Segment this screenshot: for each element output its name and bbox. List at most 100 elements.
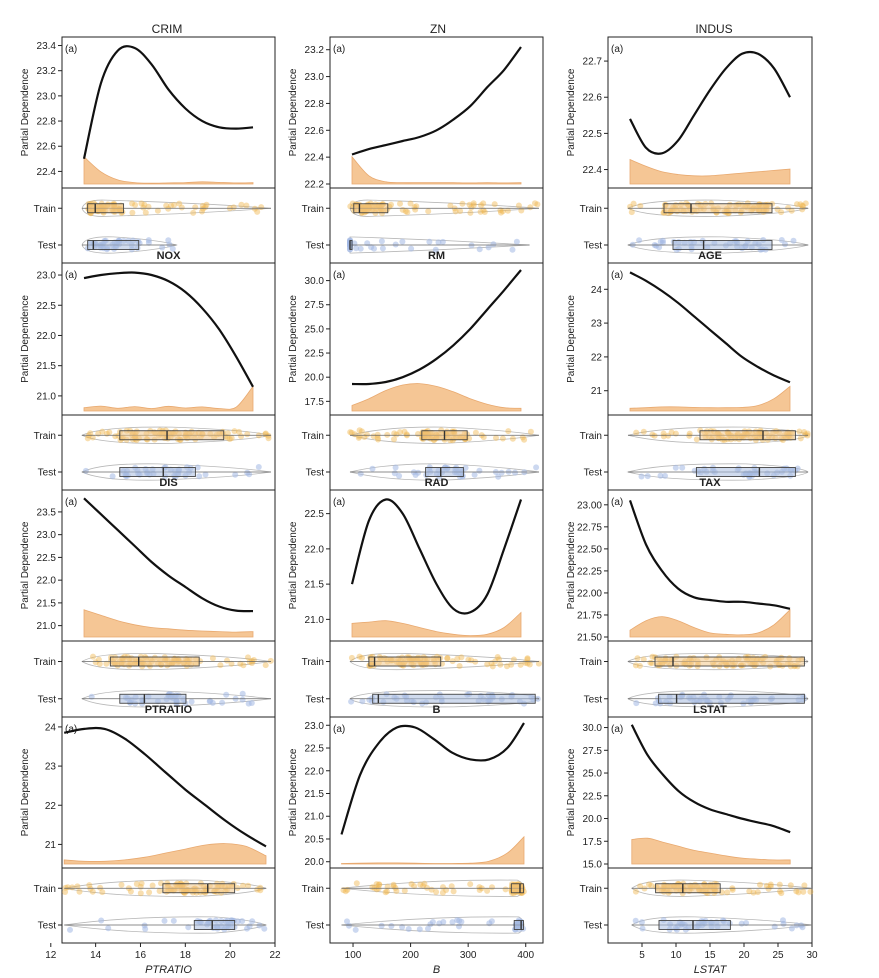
train-point — [466, 201, 473, 208]
x-tick-label: 25 — [772, 950, 784, 961]
test-point — [743, 920, 750, 926]
train-label: Train — [580, 884, 602, 895]
test-point — [98, 917, 105, 924]
test-point — [432, 246, 439, 253]
next-feature-title: PTRATIO — [145, 704, 193, 716]
train-point — [499, 435, 506, 442]
train-point — [649, 653, 656, 660]
y-tick-label: 23.0 — [37, 271, 57, 282]
train-point — [393, 431, 400, 438]
train-point — [64, 884, 71, 891]
x-tick-label: 300 — [460, 950, 477, 961]
pd-panel-frame — [607, 262, 813, 416]
y-tick-label: 22.4 — [583, 165, 603, 176]
train-point — [353, 880, 360, 887]
train-point — [231, 428, 238, 435]
train-point — [240, 882, 246, 889]
train-point — [390, 881, 397, 888]
y-tick-label: 23 — [591, 319, 603, 330]
train-point — [449, 658, 456, 665]
train-point — [237, 660, 244, 667]
y-tick-label: 21.5 — [305, 580, 325, 591]
test-point — [638, 473, 645, 480]
train-point — [142, 209, 149, 216]
train-point — [224, 430, 231, 437]
train-point — [87, 430, 94, 437]
test-point — [778, 237, 785, 243]
partial-dependence-curve — [83, 271, 254, 388]
test-point — [632, 917, 639, 924]
train-point — [498, 209, 504, 216]
train-label: Train — [34, 204, 56, 215]
train-point — [522, 659, 529, 666]
x-tick-label: 200 — [402, 950, 419, 961]
train-point — [524, 656, 531, 663]
test-point — [392, 241, 399, 248]
test-violin — [64, 916, 268, 934]
train-point — [651, 432, 658, 439]
train-point — [802, 200, 809, 207]
x-axis-label: B — [433, 964, 440, 976]
train-point — [401, 428, 408, 435]
panel-indus-5: 21 22 23 24 Partial Dependence (a) Train Test TA… — [566, 262, 813, 491]
y-tick-label: 23.0 — [305, 72, 325, 83]
y-tick-label: 22.25 — [577, 566, 602, 577]
train-point — [478, 202, 484, 209]
train-point — [767, 881, 774, 888]
train-point — [228, 435, 235, 441]
test-point — [109, 473, 116, 480]
train-point — [693, 436, 700, 443]
train-point — [347, 429, 354, 436]
train-point — [224, 657, 230, 664]
test-point — [256, 922, 263, 929]
train-point — [439, 889, 446, 896]
train-point — [510, 656, 517, 663]
train-point — [774, 206, 781, 213]
y-tick-label: 21.0 — [305, 615, 325, 626]
y-tick-label: 21.50 — [577, 633, 602, 644]
train-box — [87, 203, 125, 214]
train-point — [502, 886, 509, 893]
train-point — [96, 660, 103, 667]
test-point — [399, 238, 406, 245]
next-feature-title: AGE — [698, 250, 722, 262]
y-tick-label: 22.00 — [577, 588, 602, 599]
partial-dependence-curve — [351, 269, 522, 386]
test-point — [793, 922, 800, 929]
train-point — [203, 201, 210, 208]
train-point — [515, 202, 522, 209]
panel-zn-1: 22.2 22.4 22.6 22.8 23.0 23.2 Partial Dependen… — [288, 36, 544, 264]
train-point — [649, 431, 656, 438]
train-point — [399, 206, 406, 213]
train-point — [450, 888, 457, 895]
train-point — [112, 433, 119, 440]
panel-nox-3: 21.0 21.5 22.0 22.5 23.0 Partial Dependence (a… — [20, 262, 276, 491]
train-point — [355, 434, 362, 441]
test-label: Test — [306, 694, 325, 705]
box-panel-frame — [329, 867, 544, 944]
test-box — [87, 240, 140, 250]
test-point — [476, 246, 483, 253]
y-axis-label: Partial Dependence — [288, 68, 299, 156]
partial-dependence-curve — [630, 724, 791, 834]
test-point — [672, 464, 679, 471]
y-tick-label: 21.5 — [37, 361, 57, 372]
train-point — [190, 209, 197, 216]
y-tick-label: 20.0 — [305, 857, 325, 868]
train-point — [383, 888, 390, 895]
y-tick-label: 24 — [591, 285, 603, 296]
test-point — [344, 918, 350, 925]
train-point — [138, 200, 145, 207]
train-point — [240, 662, 247, 669]
x-tick-label: 15 — [704, 950, 716, 961]
x-tick-label: 14 — [90, 950, 102, 961]
train-point — [630, 200, 637, 207]
train-point — [456, 663, 463, 669]
test-point — [353, 245, 360, 252]
test-point — [388, 923, 395, 929]
train-point — [632, 888, 639, 895]
test-point — [509, 246, 516, 253]
train-point — [376, 881, 383, 888]
y-tick-label: 22.0 — [305, 766, 325, 777]
partial-dependence-curve — [628, 500, 791, 610]
